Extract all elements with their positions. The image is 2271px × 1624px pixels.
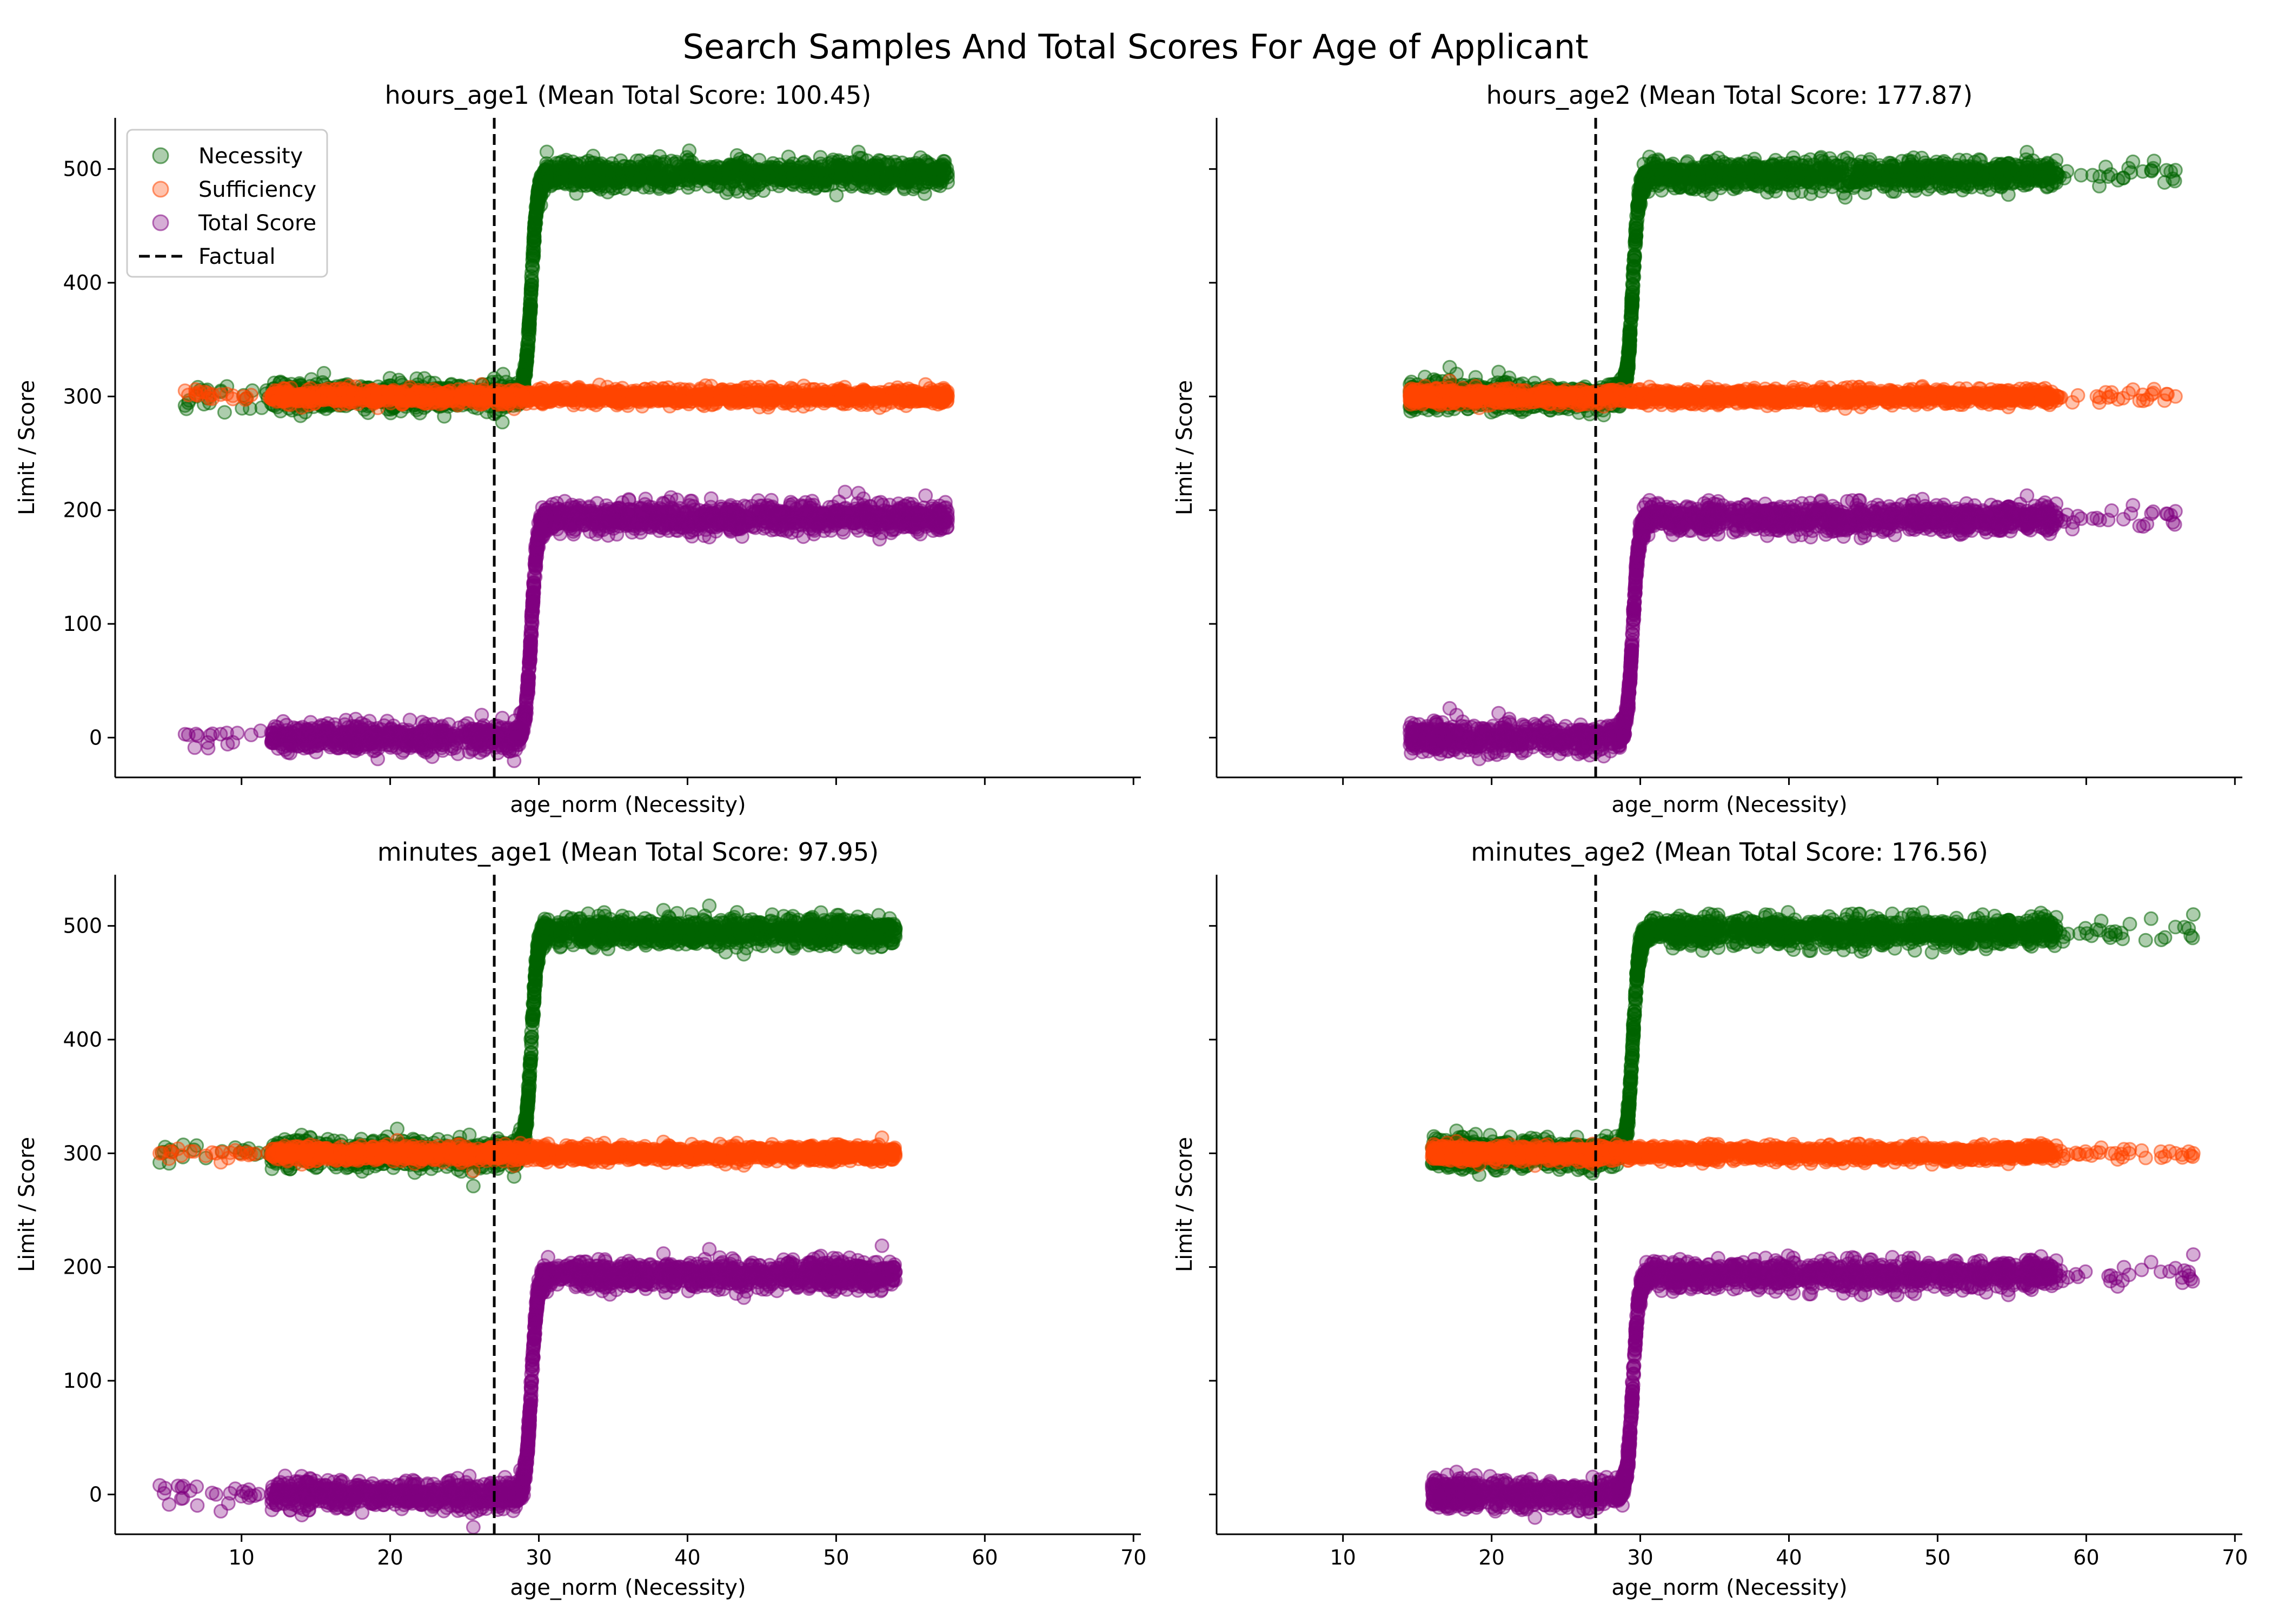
data-point (269, 386, 284, 401)
data-point (309, 388, 324, 403)
data-point (554, 166, 569, 181)
data-point (402, 391, 417, 407)
data-point (219, 387, 234, 402)
data-point (898, 161, 913, 176)
data-point (878, 391, 893, 406)
data-point (529, 192, 544, 207)
data-point (940, 389, 955, 404)
data-point (579, 171, 594, 186)
data-point (559, 152, 574, 168)
data-point (719, 185, 734, 201)
data-point (321, 388, 336, 403)
subplot-title: hours_age1 (Mean Total Score: 100.45) (385, 81, 872, 110)
data-point (217, 405, 232, 420)
data-point (767, 172, 782, 188)
series-total-score (177, 484, 955, 768)
data-point (205, 391, 220, 406)
data-point (911, 388, 926, 403)
data-point (470, 391, 484, 406)
data-point (520, 340, 535, 355)
data-point (346, 385, 361, 400)
data-point (812, 170, 827, 185)
data-point (896, 174, 911, 189)
data-point (592, 168, 607, 183)
data-point (729, 148, 745, 163)
data-point (734, 390, 748, 405)
data-point (527, 217, 542, 231)
data-point (635, 387, 650, 402)
scatter-points (177, 143, 955, 768)
data-point (745, 180, 760, 195)
data-point (622, 388, 638, 403)
data-point (689, 167, 704, 182)
data-point (526, 239, 541, 254)
data-point (534, 179, 549, 194)
data-point (577, 394, 592, 409)
data-point (508, 383, 523, 398)
data-point (795, 385, 809, 401)
data-point (912, 164, 927, 179)
series-sufficiency (177, 377, 955, 416)
data-point (873, 154, 888, 169)
data-point (539, 144, 554, 159)
data-point (524, 272, 539, 288)
data-point (851, 144, 866, 159)
data-point (689, 387, 705, 402)
data-point (541, 389, 556, 404)
data-point (519, 354, 534, 369)
figure-title: Search Samples And Total Scores For Age … (682, 27, 1588, 66)
data-point (572, 382, 587, 397)
data-point (940, 169, 955, 184)
data-point (522, 389, 537, 403)
data-point (749, 390, 764, 405)
data-point (657, 171, 672, 187)
data-point (187, 740, 202, 755)
data-point (456, 387, 472, 402)
data-point (828, 384, 844, 399)
data-point (613, 170, 628, 185)
data-point (427, 388, 442, 403)
data-point (522, 314, 537, 329)
data-point (842, 156, 858, 171)
data-point (913, 150, 928, 165)
data-point (838, 484, 853, 500)
data-point (645, 171, 660, 187)
data-point (177, 383, 192, 398)
data-point (840, 170, 855, 185)
data-point (366, 388, 381, 403)
data-point (295, 388, 310, 403)
data-point (890, 388, 905, 403)
data-point (781, 161, 796, 176)
data-point (709, 159, 724, 174)
data-point (630, 165, 645, 180)
data-point (657, 156, 672, 171)
subplot-1: hours_age1 (Mean Total Score: 100.45)010… (15, 81, 1141, 817)
data-point (523, 301, 538, 316)
data-point (236, 389, 251, 404)
